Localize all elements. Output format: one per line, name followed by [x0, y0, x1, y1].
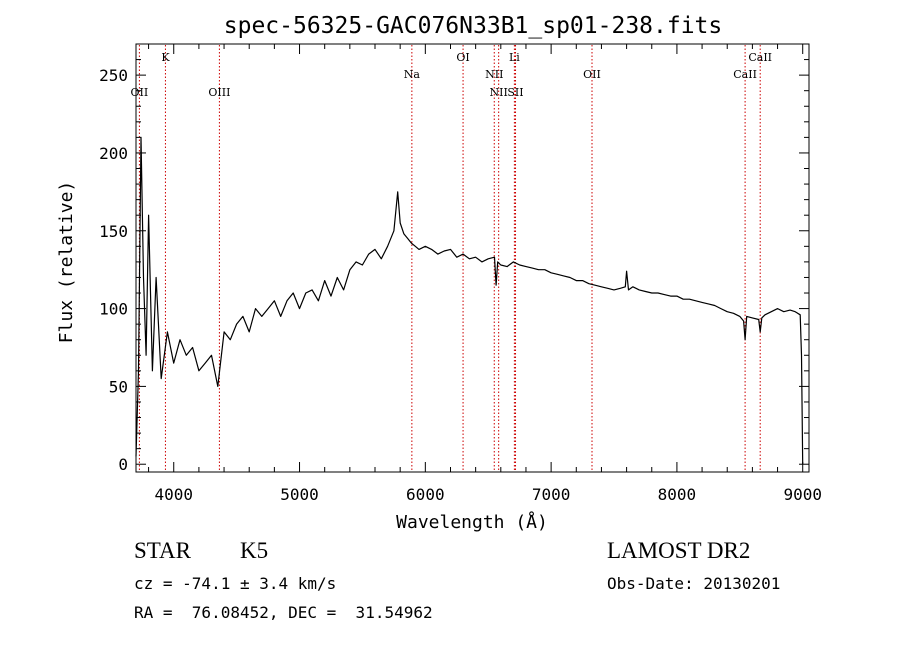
line-marker-label: OII [583, 68, 601, 81]
spectrum-line [135, 136, 804, 465]
x-tick-label: 4000 [154, 485, 193, 504]
survey-name: LAMOST DR2 [607, 538, 751, 563]
x-tick-label: 6000 [406, 485, 445, 504]
y-axis-label: Flux (relative) [56, 181, 77, 344]
x-axis-label: Wavelength (Å) [396, 511, 548, 533]
line-marker-label: K [161, 51, 170, 64]
y-tick-label: 50 [109, 377, 128, 396]
line-marker-label: Li [509, 51, 520, 64]
y-tick-label: 200 [99, 144, 128, 163]
line-marker-label: NII [485, 68, 503, 81]
line-marker-label: NII [490, 86, 508, 99]
y-tick-label: 250 [99, 66, 128, 85]
x-axis: 4000 5000 6000 7000 8000 9000 [148, 44, 822, 504]
line-marker-label: SII [507, 86, 523, 99]
y-tick-label: 150 [99, 222, 128, 241]
line-marker-label: Na [404, 68, 421, 81]
redshift-velocity: cz = -74.1 ± 3.4 km/s [134, 574, 337, 593]
line-marker-label: CaII [733, 68, 757, 81]
line-marker-label: OII [131, 86, 149, 99]
y-tick-label: 0 [118, 455, 128, 474]
spectrum-series [135, 136, 804, 465]
object-class: STAR [134, 538, 191, 563]
y-tick-label: 100 [99, 300, 128, 319]
x-tick-label: 5000 [280, 485, 319, 504]
x-tick-label: 9000 [783, 485, 822, 504]
line-marker-label: OI [456, 51, 469, 64]
y-axis: 0 50 100 150 200 250 [99, 59, 809, 474]
observation-date: Obs-Date: 20130201 [607, 574, 781, 593]
x-tick-label: 7000 [532, 485, 571, 504]
chart-title: spec-56325-GAC076N33B1_sp01-238.fits [224, 13, 723, 39]
x-tick-label: 8000 [658, 485, 697, 504]
plot-frame [135, 43, 810, 473]
object-subclass: K5 [240, 538, 269, 563]
line-marker-label: OIII [208, 86, 230, 99]
line-marker-label: CaII [748, 51, 772, 64]
sky-coordinates: RA = 76.08452, DEC = 31.54962 [134, 603, 433, 622]
line-markers: K OII OIII Na OI NII NII Li SII OII CaII CaII [131, 45, 772, 471]
